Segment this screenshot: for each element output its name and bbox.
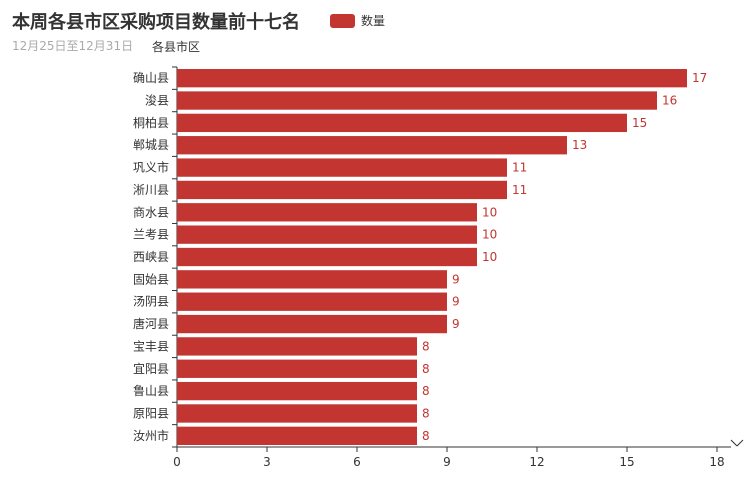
- y-tick-label: 唐河县: [133, 316, 169, 331]
- y-tick-label: 兰考县: [133, 228, 169, 242]
- bar: [177, 180, 507, 200]
- data-label: 8: [422, 362, 430, 376]
- legend[interactable]: 数量: [330, 12, 385, 29]
- chart-subtitle: 12月25日至12月31日: [12, 39, 134, 53]
- y-tick-label: 宜阳县: [133, 361, 169, 376]
- bar: [177, 270, 447, 289]
- y-tick-label: 汝州市: [133, 428, 169, 443]
- bar: [177, 337, 417, 356]
- x-tick-label: 0: [173, 455, 181, 469]
- data-label: 10: [482, 205, 497, 219]
- x-tick-label: 9: [443, 455, 451, 469]
- y-tick-label: 淅川县: [133, 182, 169, 197]
- bar: [177, 292, 447, 311]
- data-label: 11: [512, 161, 527, 175]
- y-axis-title: 各县市区: [152, 39, 200, 54]
- x-axis-arrow-icon: [730, 439, 744, 447]
- y-tick-label: 西峡县: [133, 250, 169, 264]
- data-label: 9: [452, 317, 460, 331]
- y-tick-label: 确山县: [133, 71, 169, 85]
- data-label: 16: [662, 94, 677, 108]
- data-label: 9: [452, 295, 460, 309]
- bar: [177, 203, 477, 222]
- y-tick-label: 鲁山县: [133, 384, 169, 398]
- data-label: 8: [422, 384, 430, 398]
- bar: [177, 359, 417, 378]
- bar: [177, 426, 417, 445]
- y-tick-label: 浚县: [145, 93, 169, 108]
- y-tick-label: 商水县: [133, 204, 169, 219]
- data-label: 15: [632, 116, 647, 130]
- data-label: 8: [422, 406, 430, 420]
- x-tick-label: 6: [353, 455, 361, 469]
- data-label: 8: [422, 429, 430, 443]
- y-tick-label: 汤阴县: [133, 295, 169, 309]
- data-label: 11: [512, 183, 527, 197]
- data-label: 17: [692, 71, 707, 85]
- legend-swatch: [330, 13, 355, 28]
- bar: [177, 404, 417, 423]
- x-tick-label: 3: [263, 455, 271, 469]
- bar: [177, 91, 657, 110]
- bar: [177, 247, 477, 267]
- data-label: 10: [482, 250, 497, 264]
- y-tick-label: 宝丰县: [133, 339, 169, 353]
- x-tick-label: 12: [529, 455, 544, 469]
- bar: [177, 113, 627, 133]
- data-label: 13: [572, 138, 587, 152]
- y-tick-label: 巩义市: [133, 160, 169, 175]
- bar: [177, 381, 417, 401]
- bar: [177, 314, 447, 334]
- y-tick-label: 郸城县: [133, 138, 169, 152]
- data-label: 8: [422, 339, 430, 353]
- y-tick-label: 固始县: [133, 272, 169, 286]
- bar: [177, 69, 687, 88]
- bar: [177, 136, 567, 155]
- data-label: 10: [482, 228, 497, 242]
- y-tick-label: 原阳县: [133, 406, 169, 420]
- data-label: 9: [452, 272, 460, 286]
- x-tick-label: 18: [709, 455, 724, 469]
- legend-label: 数量: [361, 14, 386, 28]
- chart-title: 本周各县市区采购项目数量前十七名: [12, 12, 300, 33]
- y-tick-label: 桐柏县: [133, 115, 169, 130]
- bar: [177, 225, 477, 244]
- bar: [177, 158, 507, 177]
- x-tick-label: 15: [619, 455, 634, 469]
